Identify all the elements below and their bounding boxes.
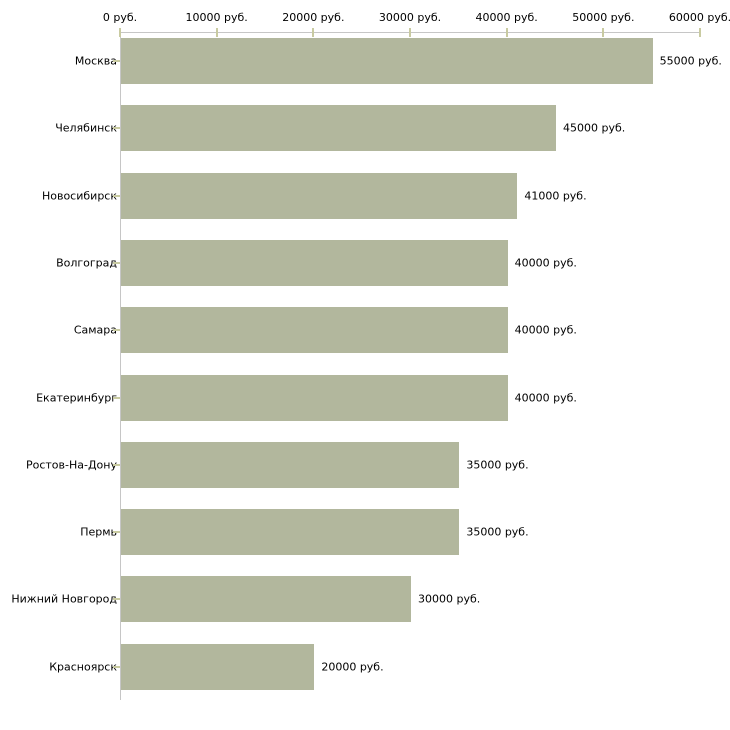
value-label: 45000 руб. (563, 121, 626, 135)
bar (121, 172, 518, 219)
category-label: Челябинск (55, 121, 117, 135)
value-label: 35000 руб. (466, 458, 529, 472)
x-axis-tick-mark (215, 28, 218, 37)
value-label: 40000 руб. (514, 323, 577, 337)
x-axis-tick-mark (409, 28, 411, 37)
category-tick-mark (113, 127, 120, 130)
category-tick-mark (113, 665, 120, 668)
category-tick-mark (113, 598, 120, 601)
bar (121, 576, 411, 623)
value-label: 55000 руб. (659, 54, 722, 68)
category-label: Самара (73, 323, 117, 337)
x-axis-tick-mark (699, 28, 701, 37)
category-tick-mark (113, 60, 120, 62)
y-axis-line (120, 32, 121, 700)
bar (121, 105, 556, 152)
x-axis-tick-mark (505, 28, 508, 37)
category-label: Волгоград (56, 256, 117, 270)
category-label: Нижний Новгород (11, 592, 117, 606)
x-axis-tick-mark (602, 28, 605, 37)
category-tick-mark (113, 396, 120, 399)
category-tick-mark (113, 531, 120, 534)
category-tick-mark (113, 194, 120, 197)
value-label: 30000 руб. (418, 592, 481, 606)
x-axis-tick-label: 20000 руб. (282, 11, 345, 24)
bar (121, 239, 508, 286)
category-tick-mark (113, 261, 120, 264)
x-axis-tick-label: 30000 руб. (378, 11, 442, 24)
category-tick-mark (113, 463, 120, 466)
x-axis-tick-label: 50000 руб. (572, 11, 635, 24)
value-label: 40000 руб. (514, 256, 577, 270)
category-label: Ростов-На-Дону (25, 458, 117, 472)
x-axis-tick-mark (119, 28, 121, 37)
x-axis-tick-label: 40000 руб. (475, 11, 538, 24)
x-axis-tick-label: 0 руб. (102, 11, 138, 24)
bar (121, 38, 653, 84)
value-label: 20000 руб. (321, 660, 384, 674)
bar (121, 307, 508, 354)
value-label: 40000 руб. (514, 391, 577, 404)
bar (121, 441, 460, 488)
x-axis-tick-label: 60000 руб. (668, 11, 730, 24)
category-label: Екатеринбург (36, 391, 117, 404)
category-label: Красноярск (49, 660, 117, 674)
category-label: Москва (74, 54, 117, 68)
x-axis-tick-mark (312, 28, 315, 37)
category-label: Пермь (80, 525, 117, 539)
category-tick-mark (113, 329, 120, 332)
bar (121, 643, 315, 690)
value-label: 41000 руб. (524, 189, 587, 203)
x-axis-tick-label: 10000 руб. (185, 11, 248, 24)
value-label: 35000 руб. (466, 525, 529, 539)
bar (121, 374, 508, 421)
bar (121, 509, 460, 556)
category-label: Новосибирск (41, 189, 117, 203)
